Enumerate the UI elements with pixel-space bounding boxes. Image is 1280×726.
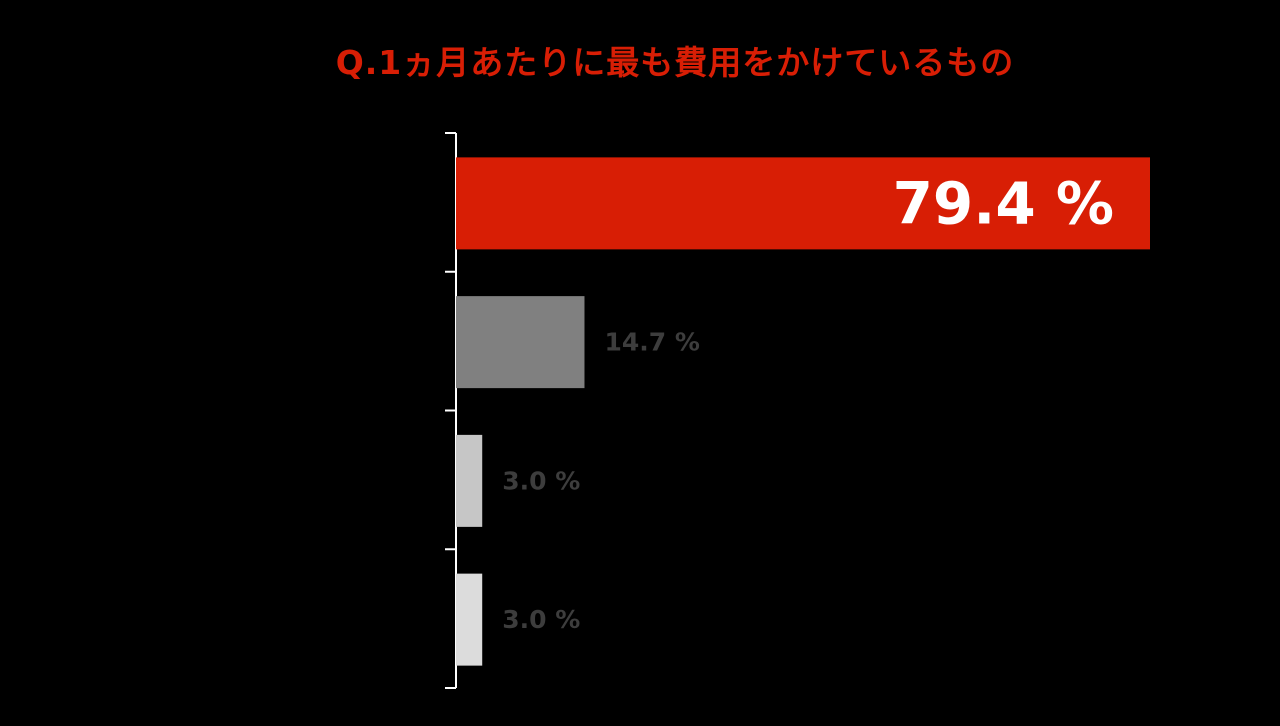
data-label-1: 79.4 %	[893, 169, 1114, 237]
data-label-2: 14.7 %	[604, 328, 699, 357]
data-label-4: 3.0 %	[502, 605, 580, 634]
bar-3	[456, 434, 483, 527]
bar-1	[456, 157, 1150, 250]
chart-title: Q.1ヵ月あたりに最も費用をかけているもの	[335, 43, 1015, 82]
bar-2	[456, 296, 585, 389]
bar-4	[456, 573, 483, 666]
data-label-3: 3.0 %	[502, 466, 580, 495]
